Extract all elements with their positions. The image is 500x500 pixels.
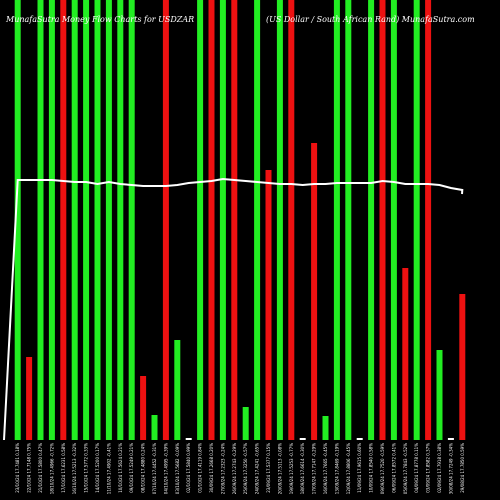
x-tick-label: 08/10/24 17.4880 0.24% [141,443,146,493]
x-tick-label: 23/09/24 17.5377 0.15% [266,443,271,493]
bar-6 [71,0,78,440]
bar-24 [276,0,283,440]
bar-14 [162,0,169,440]
bar-3 [37,0,44,440]
x-tick-label: 26/09/24 17.2743 -0.29% [232,443,237,494]
x-tick-label: 10/09/24 17.8540 0.58% [369,443,374,493]
x-tick-label: 18/10/24 17.4966 -0.72% [49,443,54,494]
bar-5 [60,0,67,440]
bar-22 [254,0,261,440]
bar-15 [174,340,181,440]
x-tick-label: 10/10/24 17.5624 0.21% [118,443,123,493]
bar-26 [299,438,306,440]
x-tick-label: 18/09/24 17.6614 -0.30% [300,443,305,494]
bar-27 [311,143,318,440]
x-tick-label: 09/10/24 17.5249 0.21% [129,443,134,493]
x-tick-label: 15/10/24 17.5772 0.33% [84,443,89,493]
x-tick-label: 09/09/24 17.7520 -0.59% [380,443,385,494]
x-tick-label: 04/10/24 17.4995 -0.39% [163,443,168,494]
bar-19 [219,0,226,440]
bar-layer [14,0,466,440]
bar-9 [105,0,112,440]
bar-8 [94,0,101,440]
bar-33 [379,0,386,440]
x-tick-label: 07/10/24 17.4452 -0.31% [152,443,157,494]
x-tick-label: 16/10/24 17.5213 -0.32% [72,443,77,494]
bar-29 [333,0,340,440]
x-tick-label: 17/10/24 17.6231 0.58% [61,443,66,493]
bar-10 [117,0,124,440]
bar-31 [356,438,363,440]
x-tick-label: 22/10/24 17.7148 0.75% [27,443,32,493]
x-tick-label: 16/09/24 17.7665 -0.45% [323,443,328,494]
x-tick-label: 29/08/24 17.7850 0.59% [460,443,465,493]
x-tick-label: 11/09/24 17.9615 0.60% [357,443,362,493]
bar-17 [197,0,204,440]
bar-13 [151,415,158,440]
x-tick-labels: 23/10/24 17.7481 0.18% 22/10/24 17.7148 0… [15,443,465,494]
bar-39 [447,438,454,440]
x-tick-label: 14/10/24 17.5200 0.17% [95,443,100,493]
x-tick-label: 30/09/24 17.2668 0.20% [209,443,214,493]
bar-32 [368,0,375,440]
bar-2 [26,357,33,440]
x-tick-label: 02/09/24 17.7918 0.38% [437,443,442,493]
bar-25 [288,0,295,440]
bar-38 [436,350,443,440]
bar-30 [345,0,352,440]
x-tick-label: 23/10/24 17.7481 0.18% [15,443,20,493]
bar-37 [425,0,432,440]
bar-12 [140,376,147,440]
bar-23 [265,170,272,440]
x-tick-label: 03/09/24 17.8582 0.37% [426,443,431,493]
bar-4 [48,0,55,440]
x-tick-label: 03/10/24 17.5682 -0.09% [175,443,180,494]
x-tick-label: 13/09/24 17.8469 -0.19% [334,443,339,494]
chart-title: MunafaSutra Money Flow Charts for USDZAR [5,15,194,24]
bar-28 [322,416,329,440]
x-tick-label: 04/09/24 17.8778 0.11% [414,443,419,493]
chart-subtitle: (US Dollar / South African Rand) MunafaS… [266,15,475,24]
bar-1 [14,0,21,440]
bar-16 [185,438,192,440]
x-tick-label: 25/09/24 17.3250 -0.57% [243,443,248,494]
x-tick-label: 19/09/24 17.5253 -0.77% [289,443,294,494]
x-tick-label: 11/10/24 17.4902 -0.41% [106,443,111,494]
bar-21 [242,407,249,440]
x-tick-label: 17/09/24 17.7147 -0.29% [312,443,317,494]
x-tick-label: 06/09/24 17.8572 0.41% [391,443,396,493]
bar-18 [208,0,215,440]
x-tick-label: 02/10/24 17.5840 0.99% [186,443,191,493]
x-tick-label: 27/09/24 17.2323 -0.24% [220,443,225,494]
x-tick-label: 30/08/24 17.7249 -0.34% [448,443,453,494]
x-tick-label: 12/09/24 17.8806 -0.45% [346,443,351,494]
bar-7 [83,0,90,440]
bar-11 [128,0,135,440]
bar-40 [459,294,466,440]
money-flow-line [3,177,464,441]
x-tick-label: 21/10/24 17.5800 0.47% [38,443,43,493]
bar-20 [231,0,238,440]
x-tick-label: 24/09/24 17.4241 -0.65% [255,443,260,494]
x-tick-label: 01/10/24 17.4119 0.84% [198,443,203,493]
x-tick-label: 05/09/24 17.7843 -0.52% [403,443,408,494]
bar-36 [413,0,420,440]
x-tick-label: 20/09/24 17.5113 -0.08% [277,443,282,494]
bar-34 [390,0,397,440]
bar-35 [402,268,409,440]
